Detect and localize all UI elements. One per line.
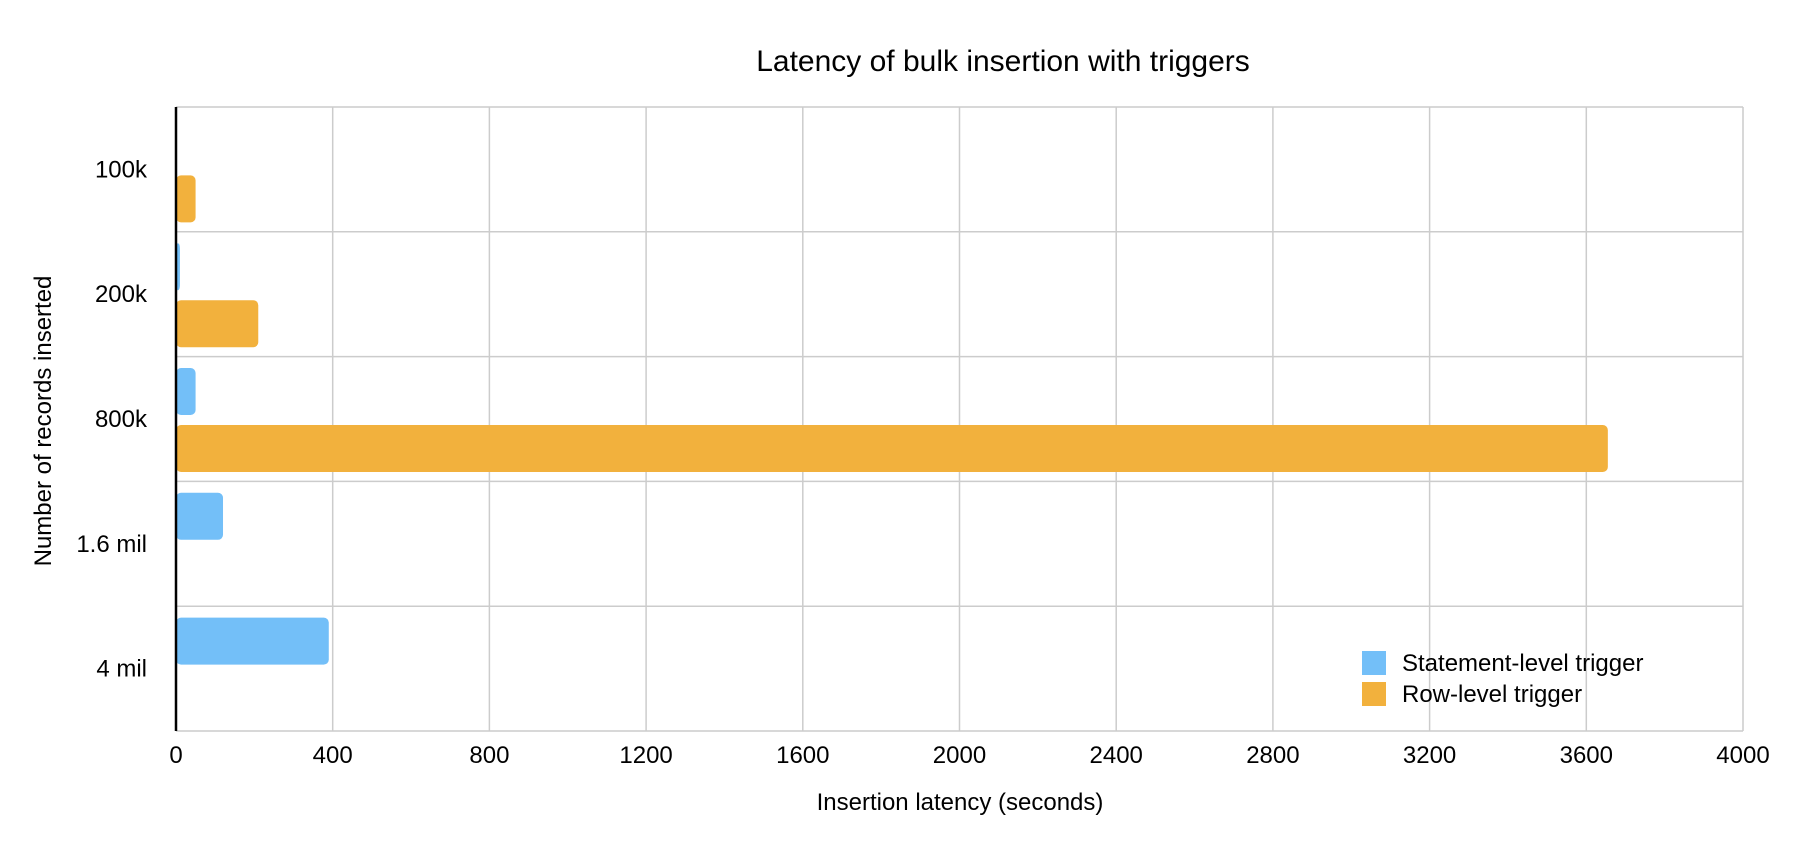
y-tick-label: 800k: [95, 406, 148, 433]
x-tick-label: 2000: [933, 742, 986, 769]
bar-statement-4mil: [176, 617, 329, 665]
y-axis-ticks: 100k 200k 800k 1.6 mil 4 mil: [76, 156, 148, 682]
legend: Statement-level trigger Row-level trigger: [1362, 650, 1643, 708]
legend-swatch: [1362, 651, 1386, 675]
chart-title: Latency of bulk insertion with triggers: [756, 45, 1250, 78]
x-tick-label: 0: [169, 742, 182, 769]
x-tick-label: 3200: [1403, 742, 1456, 769]
y-tick-label: 200k: [95, 281, 148, 308]
y-tick-label: 100k: [95, 156, 148, 183]
bar-row-800k: [176, 425, 1608, 472]
x-tick-label: 3600: [1560, 742, 1613, 769]
bar-statement-800k: [176, 368, 196, 415]
bar-row-200k: [176, 300, 259, 348]
legend-swatch: [1362, 682, 1386, 706]
x-tick-label: 400: [313, 742, 353, 769]
x-tick-label: 1600: [776, 742, 829, 769]
x-tick-label: 1200: [619, 742, 672, 769]
y-tick-label: 4 mil: [96, 656, 147, 683]
bars: [176, 118, 1608, 665]
x-tick-label: 800: [469, 742, 509, 769]
x-axis-title: Insertion latency (seconds): [817, 789, 1104, 816]
x-tick-label: 2400: [1090, 742, 1143, 769]
x-tick-label: 2800: [1246, 742, 1299, 769]
bar-statement-16mil: [176, 492, 224, 540]
legend-label: Statement-level trigger: [1402, 650, 1643, 677]
grid: [176, 106, 1744, 732]
x-axis-ticks: 0 400 800 1200 1600 2000 2400 2800 3200 3600 4000: [169, 742, 1769, 769]
y-axis-title: Number of records inserted: [30, 276, 57, 567]
legend-label: Row-level trigger: [1402, 681, 1582, 708]
y-tick-label: 1.6 mil: [76, 531, 147, 558]
x-tick-label: 4000: [1716, 742, 1769, 769]
bar-row-100k: [176, 175, 196, 223]
